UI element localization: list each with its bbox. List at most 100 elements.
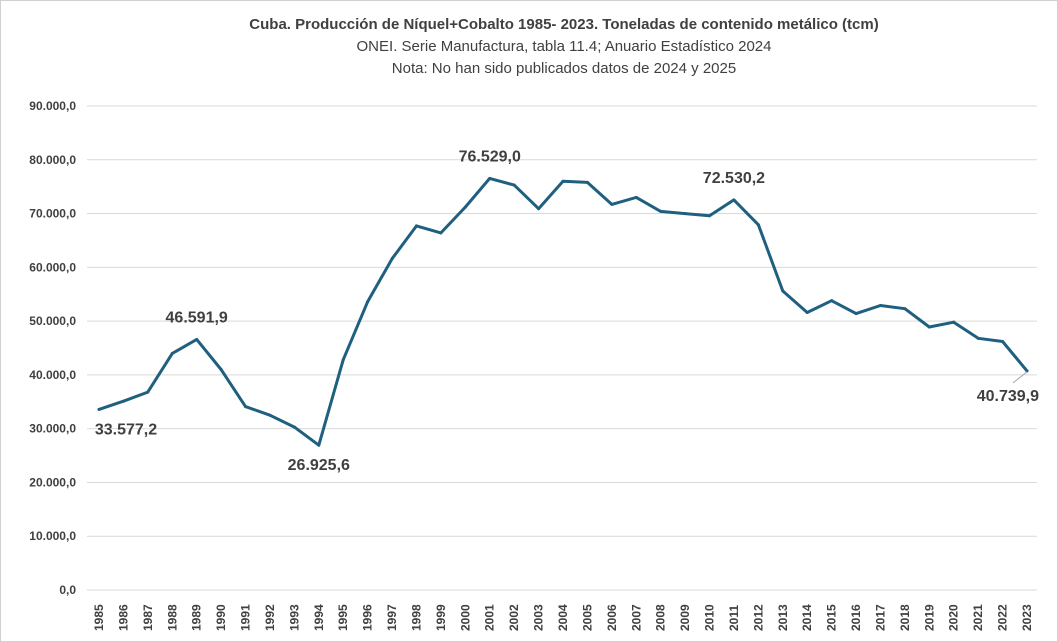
- x-tick-label: 2015: [825, 604, 839, 631]
- x-tick-label: 2017: [873, 604, 887, 631]
- data-point: [390, 257, 394, 261]
- data-point: [781, 289, 785, 293]
- data-label: 40.739,9: [977, 388, 1039, 405]
- x-tick-label: 1987: [141, 604, 155, 631]
- y-tick-label: 30.000,0: [29, 422, 76, 436]
- data-point: [121, 399, 125, 403]
- chart-subtitle-source: ONEI. Serie Manufactura, tabla 11.4; Anu…: [357, 38, 772, 55]
- x-tick-label: 1995: [336, 604, 350, 631]
- x-tick-label: 1999: [434, 604, 448, 631]
- data-labels: 33.577,2 46.591,9 26.925,6 76.529,0 72.530,2…: [95, 148, 1039, 474]
- data-point: [1001, 340, 1005, 344]
- y-tick-label: 70.000,0: [29, 207, 76, 221]
- x-tick-label: 1989: [190, 604, 204, 631]
- data-label: 72.530,2: [703, 170, 765, 187]
- data-point: [463, 205, 467, 209]
- data-point: [634, 195, 638, 199]
- x-tick-label: 2004: [556, 604, 570, 631]
- y-axis-ticks: 0,0 10.000,0 20.000,0 30.000,0 40.000,0 50.00…: [29, 99, 76, 597]
- data-point: [683, 212, 687, 216]
- x-tick-label: 2007: [629, 604, 643, 631]
- x-tick-label: 1994: [312, 604, 326, 631]
- x-tick-label: 2018: [898, 604, 912, 631]
- data-point: [244, 405, 248, 409]
- data-point: [219, 368, 223, 372]
- data-label: 33.577,2: [95, 421, 157, 438]
- x-tick-label: 2009: [678, 604, 692, 631]
- y-tick-label: 60.000,0: [29, 260, 76, 274]
- data-label: 76.529,0: [459, 148, 521, 165]
- x-tick-label: 2001: [483, 604, 497, 631]
- data-point: [878, 304, 882, 308]
- data-point: [146, 390, 150, 394]
- data-point: [927, 325, 931, 329]
- gridlines: [87, 105, 1037, 591]
- data-point: [561, 179, 565, 183]
- data-point: [537, 207, 541, 211]
- x-tick-label: 1988: [165, 604, 179, 631]
- data-point: [488, 176, 492, 180]
- x-tick-label: 2010: [703, 604, 717, 631]
- y-tick-label: 0,0: [59, 583, 76, 597]
- x-tick-label: 2003: [532, 604, 546, 631]
- data-point: [414, 224, 418, 228]
- y-tick-label: 90.000,0: [29, 99, 76, 113]
- data-label: 46.591,9: [166, 309, 228, 326]
- data-label: 26.925,6: [288, 457, 350, 474]
- y-tick-label: 80.000,0: [29, 153, 76, 167]
- chart-title: Cuba. Producción de Níquel+Cobalto 1985-…: [249, 16, 878, 33]
- data-point: [952, 320, 956, 324]
- y-tick-label: 40.000,0: [29, 368, 76, 382]
- x-tick-label: 1997: [385, 604, 399, 631]
- data-point: [341, 358, 345, 362]
- data-point: [268, 413, 272, 417]
- data-point: [659, 209, 663, 213]
- x-tick-label: 2006: [605, 604, 619, 631]
- x-tick-label: 2012: [751, 604, 765, 631]
- data-point: [439, 231, 443, 235]
- x-tick-label: 1993: [287, 604, 301, 631]
- x-tick-label: 2005: [580, 604, 594, 631]
- data-point: [512, 183, 516, 187]
- data-point: [830, 299, 834, 303]
- x-tick-label: 2000: [458, 604, 472, 631]
- x-tick-label: 2023: [1020, 604, 1034, 631]
- x-tick-label: 2013: [776, 604, 790, 631]
- x-tick-label: 2016: [849, 604, 863, 631]
- x-tick-label: 1986: [116, 604, 130, 631]
- data-point: [903, 307, 907, 311]
- y-tick-label: 20.000,0: [29, 475, 76, 489]
- data-point: [292, 425, 296, 429]
- data-point: [1025, 369, 1029, 373]
- x-tick-label: 2019: [922, 604, 936, 631]
- x-tick-label: 2014: [800, 604, 814, 631]
- x-tick-label: 2020: [947, 604, 961, 631]
- chart-subtitle-note: Nota: No han sido publicados datos de 20…: [392, 60, 736, 77]
- data-point: [732, 198, 736, 202]
- x-tick-label: 1996: [361, 604, 375, 631]
- data-point: [317, 443, 321, 447]
- data-point: [195, 337, 199, 341]
- data-point: [805, 311, 809, 315]
- series-layer: [97, 176, 1029, 447]
- x-tick-label: 1985: [92, 604, 106, 631]
- data-point: [366, 300, 370, 304]
- data-point: [585, 180, 589, 184]
- y-tick-label: 50.000,0: [29, 314, 76, 328]
- x-tick-label: 1992: [263, 604, 277, 631]
- data-point: [708, 214, 712, 218]
- data-point: [610, 202, 614, 206]
- data-point: [854, 312, 858, 316]
- x-axis-ticks: 1985 1986 1987 1988 1989 1990 1991 1992 1993 1994…: [92, 604, 1034, 631]
- x-tick-label: 2022: [996, 604, 1010, 631]
- series-line: [97, 176, 1029, 447]
- x-tick-label: 1991: [239, 604, 253, 631]
- x-tick-label: 2021: [971, 604, 985, 631]
- x-tick-label: 2011: [727, 605, 741, 631]
- y-tick-label: 10.000,0: [29, 529, 76, 543]
- x-tick-label: 1998: [409, 604, 423, 631]
- x-tick-label: 2002: [507, 604, 521, 631]
- data-point: [97, 407, 101, 411]
